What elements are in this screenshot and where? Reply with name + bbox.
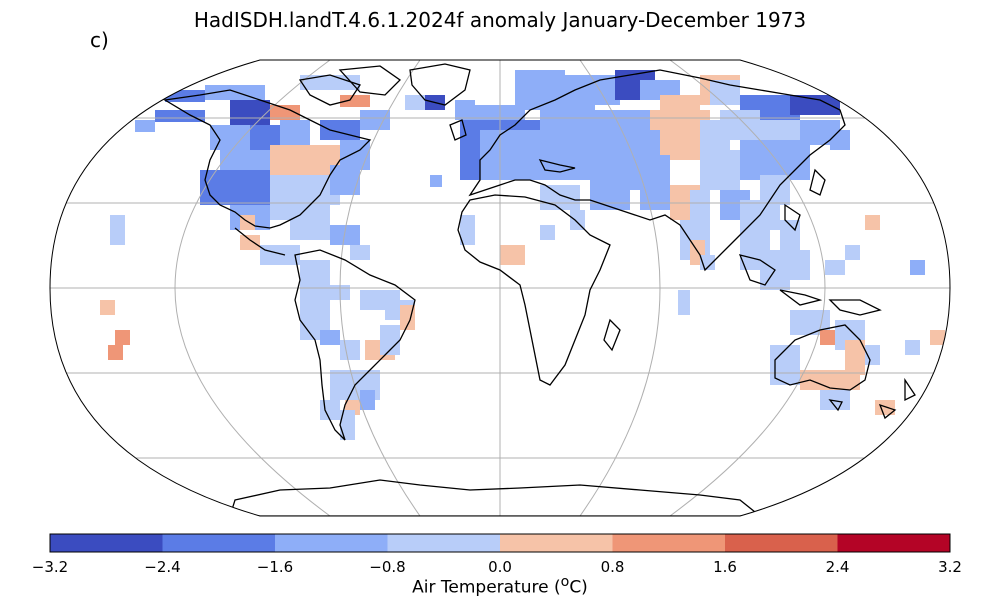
colorbar-segment (50, 534, 163, 552)
map-title: HadISDH.landT.4.6.1.2024f anomaly Januar… (193, 8, 807, 32)
colorbar (49, 533, 951, 553)
colorbar-segment (387, 534, 501, 552)
colorbar-segment (612, 534, 726, 552)
panel-label: c) (90, 28, 109, 52)
graticule (50, 60, 950, 516)
colorbar-tick: −2.4 (144, 558, 181, 576)
colorbar-segment (500, 534, 613, 552)
colorbar-border (49, 533, 951, 553)
colorbar-segment (162, 534, 276, 552)
anomaly-grid-cells (100, 70, 945, 440)
colorbar-tick: −3.2 (31, 558, 69, 576)
colorbar-segment (275, 534, 388, 552)
map-boundary (49, 59, 951, 517)
colorbar-tick: 3.2 (938, 558, 962, 576)
colorbar-tick: −1.6 (256, 558, 294, 576)
colorbar-tick: −0.8 (369, 558, 406, 576)
colorbar-tick: 0.8 (600, 558, 625, 576)
colorbar-tick: 2.4 (825, 558, 850, 576)
colorbar-label: Air Temperature (oC) (412, 574, 588, 598)
colorbar-segment (837, 534, 951, 552)
colorbar-segment (725, 534, 838, 552)
coastlines (163, 63, 916, 516)
colorbar-tick: 1.6 (713, 558, 737, 576)
colorbar-tick: 0.0 (488, 558, 512, 576)
